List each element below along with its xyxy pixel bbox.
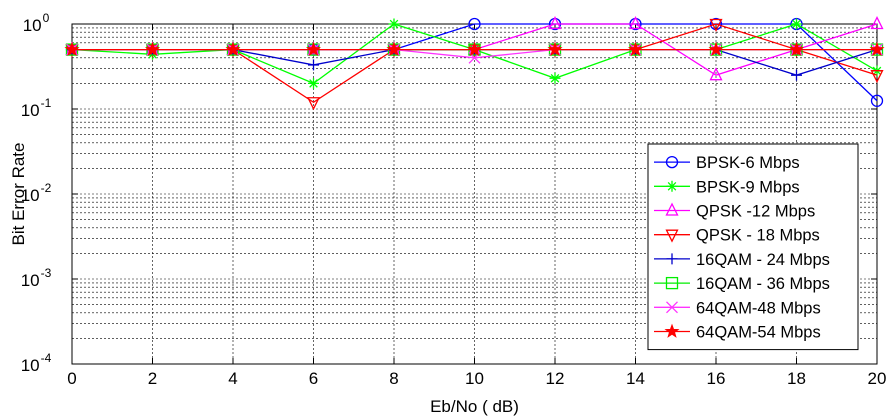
x-tick-label: 8 xyxy=(389,369,398,388)
data-point xyxy=(788,41,805,56)
x-tick-label: 6 xyxy=(309,369,318,388)
y-tick-label: 10-1 xyxy=(21,96,52,120)
series-8 xyxy=(64,41,885,56)
x-tick-label: 2 xyxy=(148,369,157,388)
series-layer xyxy=(64,16,885,111)
data-point xyxy=(548,16,562,30)
data-point xyxy=(870,16,884,30)
legend-marker xyxy=(665,276,679,290)
legend: BPSK-6 Mbps BPSK-9 Mbps QPSK -12 Mbps QPSK … xyxy=(647,143,859,351)
legend-label: 64QAM-48 Mbps xyxy=(696,299,821,317)
x-tick-label: 10 xyxy=(465,369,484,388)
x-axis-label: Eb/No ( dB) xyxy=(430,397,519,416)
data-point xyxy=(466,41,483,56)
series-line xyxy=(72,23,878,104)
legend-entry: QPSK -12 Mbps xyxy=(654,203,815,221)
data-point xyxy=(870,70,884,84)
x-tick-label: 18 xyxy=(787,369,806,388)
data-point xyxy=(386,41,402,56)
legend-marker xyxy=(666,253,678,265)
data-point xyxy=(708,41,724,56)
legend-entry: BPSK-6 Mbps xyxy=(654,154,800,172)
data-point xyxy=(308,59,319,71)
data-point xyxy=(306,97,321,111)
y-tick-label: 10-4 xyxy=(21,351,52,375)
legend-marker xyxy=(666,301,678,314)
legend-label: QPSK - 18 Mbps xyxy=(696,227,820,245)
data-point xyxy=(709,67,723,81)
legend-label: 16QAM - 36 Mbps xyxy=(696,275,830,293)
data-point xyxy=(791,18,802,30)
x-tick-label: 12 xyxy=(546,369,565,388)
data-point xyxy=(225,41,241,56)
data-point xyxy=(869,41,885,56)
y-tick-label: 10-3 xyxy=(21,266,52,290)
data-point xyxy=(547,41,563,56)
data-point xyxy=(144,41,161,56)
data-point xyxy=(308,77,319,89)
data-point xyxy=(64,41,80,56)
data-point xyxy=(549,72,561,84)
legend-label: 16QAM - 24 Mbps xyxy=(696,251,830,269)
y-axis-label: Bit Error Rate xyxy=(9,143,28,246)
data-point xyxy=(468,17,481,31)
x-tick-label: 4 xyxy=(228,369,237,388)
data-point xyxy=(709,18,723,32)
legend-label: 64QAM-54 Mbps xyxy=(696,324,821,342)
legend-marker xyxy=(664,323,680,338)
legend-entry: BPSK-9 Mbps xyxy=(654,178,800,196)
legend-marker xyxy=(665,202,679,216)
data-point xyxy=(870,94,884,107)
legend-entry: 64QAM-54 Mbps xyxy=(654,324,821,342)
x-tick-label: 16 xyxy=(707,369,726,388)
x-tick-label: 20 xyxy=(868,369,887,388)
legend-marker xyxy=(665,229,679,243)
legend-entry: 16QAM - 24 Mbps xyxy=(654,251,830,269)
data-point xyxy=(628,16,643,30)
legend-entry: 16QAM - 36 Mbps xyxy=(654,275,830,293)
legend-marker xyxy=(666,180,678,192)
legend-label: BPSK-9 Mbps xyxy=(696,178,800,196)
data-point xyxy=(305,41,322,56)
legend-marker xyxy=(665,155,679,169)
x-tick-label: 14 xyxy=(626,369,645,388)
legend-entry: 64QAM-48 Mbps xyxy=(654,299,821,317)
legend-entry: QPSK - 18 Mbps xyxy=(654,227,820,245)
legend-box xyxy=(647,143,859,351)
data-point xyxy=(791,69,802,81)
data-point xyxy=(388,18,400,30)
y-tick-label: 100 xyxy=(23,11,50,35)
legend-label: BPSK-6 Mbps xyxy=(696,154,800,172)
x-tick-label: 0 xyxy=(67,369,76,388)
data-point xyxy=(627,41,644,56)
legend-label: QPSK -12 Mbps xyxy=(696,203,815,221)
